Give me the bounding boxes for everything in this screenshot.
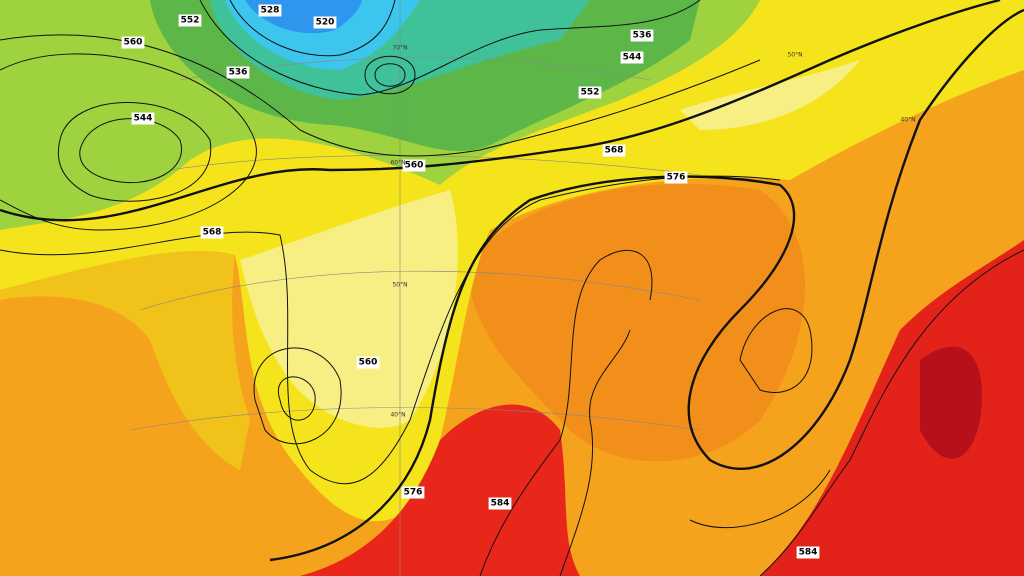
contour-label: 560 [405,161,424,171]
label-box [178,14,202,27]
label-box [796,546,820,559]
label-box [226,66,250,79]
contour-label: 584 [491,499,510,509]
contour-label: 552 [181,16,200,26]
label-box [630,29,654,42]
label-box [402,159,426,172]
field-dark-red [920,346,982,459]
contour [364,55,416,95]
latitude-label: 40°N [390,412,405,419]
latitude-label: 60°N [390,160,405,167]
field-pale-yellow [680,60,860,130]
field-pale-yellow [240,190,458,428]
contour-label: 576 [404,488,423,498]
label-box [258,4,282,17]
field-red [300,404,580,576]
latitude-label: 40°N [900,117,915,124]
contour [79,118,183,184]
latitude-label: 50°N [787,52,802,59]
contour-label: 568 [605,146,624,156]
contour-label: 568 [203,228,222,238]
contour-label: 544 [134,114,153,124]
label-box [620,51,644,64]
contour [559,329,831,576]
contour [253,347,342,445]
contour-label: 560 [124,38,143,48]
contour [57,102,212,202]
field-yellow-orange [0,250,250,470]
label-box [356,356,380,369]
contour-label: 536 [229,68,248,78]
contour-label: 520 [316,18,335,28]
contour [229,0,396,57]
label-box [401,486,425,499]
contour [759,249,1024,576]
contour-label: 544 [623,53,642,63]
contour-label: 536 [633,31,652,41]
field-red [760,240,1024,576]
contour [0,175,781,485]
label-box [313,16,337,29]
contour-label: 552 [581,88,600,98]
contour-label: 584 [799,548,818,558]
contour [479,250,653,576]
contour [199,0,701,96]
contour-label: 528 [261,6,280,16]
label-box [602,144,626,157]
contour-label: 560 [359,358,378,368]
label-box [664,171,688,184]
label-box [131,112,155,125]
contour [0,34,761,157]
label-box [121,36,145,49]
labels: 560 560 560 552 552 544 544 536 536 528 … [121,4,916,559]
label-box [578,86,602,99]
label-box [200,226,224,239]
label-box [488,497,512,510]
contour [0,0,1001,222]
contour [0,53,257,231]
latitude-label: 70°N [392,45,407,52]
contour-label: 576 [667,173,686,183]
field-dark-orange [468,183,805,462]
contour [739,308,813,393]
latitude-label: 50°N [392,282,407,289]
contour [269,8,1024,562]
